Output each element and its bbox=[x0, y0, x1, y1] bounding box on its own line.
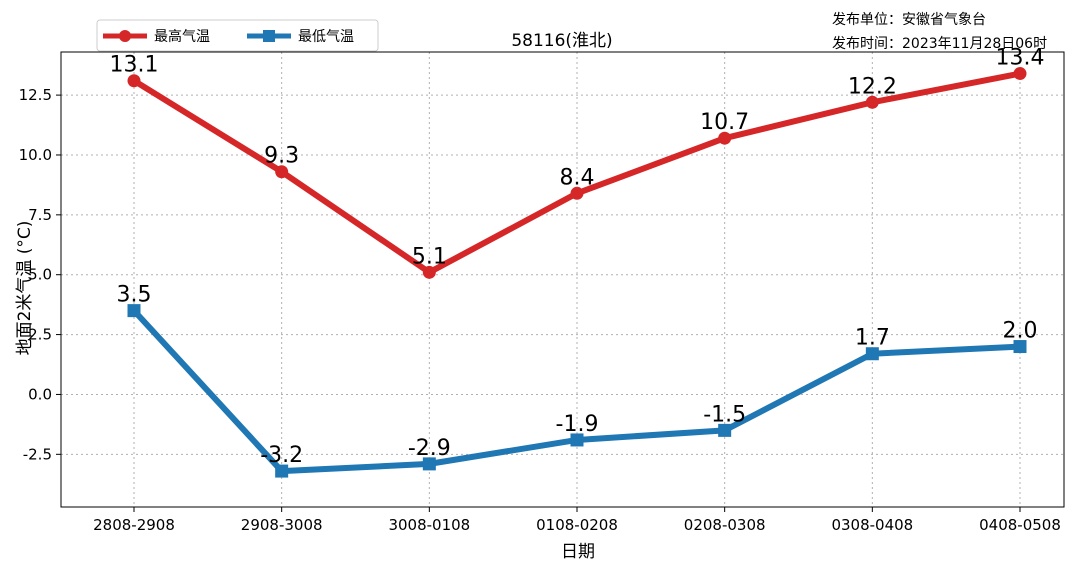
x-axis-label: 日期 bbox=[561, 542, 595, 562]
x-tick-label: 2808-2908 bbox=[93, 516, 175, 534]
data-label-low: 3.5 bbox=[117, 283, 152, 308]
data-point-high bbox=[718, 131, 732, 145]
data-point-high bbox=[275, 165, 289, 179]
issuer-line-2: 发布时间：2023年11月28日06时 bbox=[832, 36, 1047, 52]
data-point-high bbox=[1013, 67, 1027, 81]
x-tick-label: 3008-0108 bbox=[388, 516, 470, 534]
data-point-low bbox=[570, 433, 584, 447]
data-point-low bbox=[127, 304, 141, 318]
series-layer: 13.1 9.3 5.1 8.4 10.7 12.2 13.4 3.5 -3.2 -2.9 -1.9… bbox=[110, 46, 1045, 478]
issuer-line-1: 发布单位：安徽省气象台 bbox=[832, 12, 986, 28]
data-label-low: -3.2 bbox=[260, 443, 303, 468]
data-label-low: 1.7 bbox=[855, 326, 890, 351]
legend-label-high: 最高气温 bbox=[154, 28, 210, 45]
axis-ticks: 2808-2908 2908-3008 3008-0108 0108-0208 0208… bbox=[19, 86, 1061, 534]
chart-title: 58116(淮北) bbox=[511, 31, 612, 51]
data-label-low: -2.9 bbox=[408, 436, 451, 461]
x-tick-label: 0408-0508 bbox=[979, 516, 1061, 534]
legend: 最高气温 最低气温 bbox=[96, 19, 379, 52]
data-point-high bbox=[570, 186, 584, 200]
data-point-low bbox=[718, 423, 732, 437]
data-point-high bbox=[127, 74, 141, 88]
data-label-low: 2.0 bbox=[1003, 319, 1038, 344]
grid bbox=[61, 52, 1064, 507]
y-tick-label: 5.0 bbox=[28, 266, 52, 284]
data-point-low bbox=[422, 457, 436, 471]
legend-frame bbox=[96, 19, 379, 52]
y-tick-label: 12.5 bbox=[19, 86, 52, 104]
data-label-high: 12.2 bbox=[848, 74, 897, 99]
data-label-high: 13.1 bbox=[110, 53, 159, 78]
legend-marker-low bbox=[263, 30, 275, 42]
data-label-low: -1.5 bbox=[703, 402, 746, 427]
legend-marker-high bbox=[119, 30, 131, 42]
data-label-high: 9.3 bbox=[264, 144, 299, 169]
data-label-high: 5.1 bbox=[412, 244, 447, 269]
y-tick-label: 2.5 bbox=[28, 326, 52, 344]
x-tick-label: 2908-3008 bbox=[241, 516, 323, 534]
y-tick-label: -2.5 bbox=[23, 445, 52, 463]
plot-frame bbox=[60, 51, 1065, 508]
data-label-high: 13.4 bbox=[996, 46, 1045, 71]
x-tick-label: 0308-0408 bbox=[831, 516, 913, 534]
data-point-high bbox=[865, 95, 879, 109]
y-tick-label: 10.0 bbox=[19, 146, 52, 164]
y-tick-label: 7.5 bbox=[28, 206, 52, 224]
data-label-low: -1.9 bbox=[556, 412, 599, 437]
data-label-high: 10.7 bbox=[700, 110, 749, 135]
data-point-high bbox=[422, 265, 436, 279]
data-point-low bbox=[275, 464, 289, 478]
data-point-low bbox=[865, 347, 879, 361]
data-point-low bbox=[1013, 340, 1027, 354]
y-tick-label: 0.0 bbox=[28, 385, 52, 403]
x-tick-label: 0208-0308 bbox=[684, 516, 766, 534]
data-label-high: 8.4 bbox=[560, 165, 595, 190]
y-axis-label: 地面2米气温 (°C) bbox=[15, 221, 35, 356]
legend-label-low: 最低气温 bbox=[298, 29, 354, 45]
x-tick-label: 0108-0208 bbox=[536, 516, 618, 534]
